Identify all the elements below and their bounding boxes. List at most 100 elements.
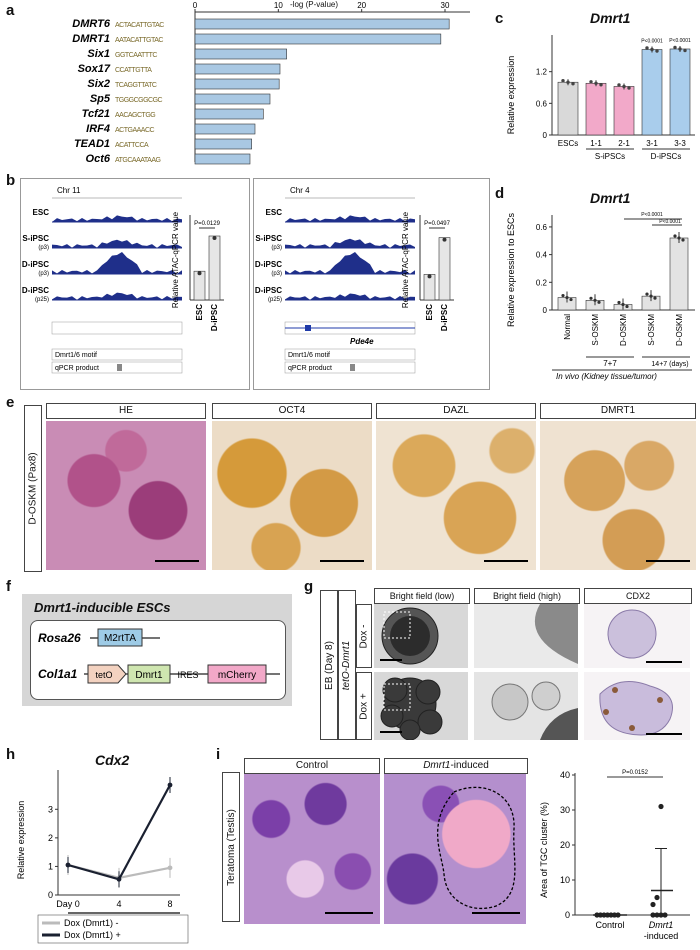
- zoom-box: [383, 683, 411, 711]
- bar: [613, 86, 635, 136]
- track-label: D-iPSC: [22, 286, 49, 295]
- category-label: S-OSKM: [647, 314, 656, 346]
- y-tick-label: 0: [543, 131, 548, 140]
- y-axis-label: Relative ATAC-qPCR value: [401, 211, 410, 308]
- panel-letter-e: e: [6, 394, 15, 411]
- panel-g-left-label2: tetO-Dmrt1: [338, 590, 356, 740]
- embryoid-body: [382, 677, 408, 703]
- track-label: S-iPSC: [255, 234, 282, 243]
- category-label: 3-1: [646, 139, 658, 148]
- panel-letter-b: b: [6, 172, 16, 189]
- bar: [193, 270, 206, 301]
- dmrt1-stain-image: [540, 421, 696, 570]
- track-sublabel: (p3): [271, 245, 282, 251]
- panel-letter-h: h: [6, 746, 16, 763]
- gene-track: [51, 321, 183, 335]
- data-point: [593, 298, 597, 302]
- y-tick-label: 2: [48, 833, 53, 843]
- control-teratoma-image: [244, 774, 380, 924]
- data-point: [673, 234, 677, 238]
- data-point: [681, 238, 685, 242]
- cyst-structure: [491, 683, 529, 721]
- motif-logo: ACATTCCA: [115, 142, 149, 149]
- data-point: [673, 45, 677, 50]
- motif-name: DMRT6: [72, 18, 111, 30]
- category-label: 1-1: [590, 139, 602, 148]
- cdx2-section: [599, 681, 673, 736]
- y-axis-label: Relative ATAC-qPCR value: [171, 211, 180, 308]
- motif-logo: TCAGGTTATC: [115, 82, 157, 89]
- motif-logo: AATACATTGTAC: [115, 37, 163, 44]
- bar: [194, 78, 280, 90]
- data-point: [622, 84, 626, 89]
- scale-bar: [320, 560, 364, 562]
- data-point: [589, 296, 593, 300]
- he-stain-image: [46, 421, 206, 570]
- bar: [194, 18, 450, 30]
- atac-track: [52, 252, 182, 274]
- data-point: [617, 83, 621, 87]
- bar: [194, 108, 264, 120]
- x-tick-label: 30: [441, 1, 450, 10]
- data-point: [599, 83, 603, 87]
- panel-b-locus1-frame: [20, 178, 250, 390]
- panel-i-col-control: Control: [244, 758, 380, 774]
- panel-g-col-cdx2: CDX2: [584, 588, 692, 604]
- panel-b-figure: Chr 11 ESC S-iPSC (p3) D-iPSC (p3) D-iPSC (p25)…: [22, 186, 454, 374]
- panel-g-col-bf-high: Bright field (high): [474, 588, 580, 604]
- motif-name: TEAD1: [74, 138, 110, 150]
- bar: [585, 82, 607, 136]
- ires-label: IRES: [177, 670, 198, 680]
- motif-track-label: Dmrt1/6 motif: [55, 352, 97, 359]
- atac-track: [52, 292, 182, 300]
- category-label: Dmrt1: [649, 920, 674, 930]
- bar: [194, 138, 252, 150]
- motif-logo: AACAGCTGG: [115, 112, 155, 119]
- panel-letter-i: i: [216, 746, 221, 763]
- bar: [669, 237, 689, 311]
- data-point: [561, 79, 565, 83]
- legend-label: Dox (Dmrt1) -: [64, 918, 119, 928]
- panel-a-chart: 0 10 20 30 DMRT6 ACTACATTGTAC DMRT1 AATACATTGTA…: [72, 1, 470, 165]
- data-point: [677, 236, 681, 240]
- panel-i-chart: Area of TGC cluster (%) 0 10 20 30 40 P=0.0152…: [539, 770, 690, 941]
- panel-f-inner-box: [30, 620, 286, 700]
- m2rtta-box: [97, 628, 143, 647]
- bar: [194, 93, 271, 105]
- data-point: [658, 803, 664, 810]
- panel-e-row-label: D-OSKM (Pax8): [24, 405, 42, 572]
- data-point: [571, 82, 575, 86]
- dazl-stain-image: [376, 421, 536, 570]
- p-value: P=0.0152: [622, 770, 649, 776]
- data-point: [645, 292, 649, 296]
- bar: [208, 235, 221, 301]
- motif-name: Six1: [87, 48, 110, 60]
- atac-track: [285, 238, 415, 248]
- panel-g-row-dox-plus: Dox +: [356, 672, 372, 740]
- y-axis-label: Relative expression: [16, 801, 26, 880]
- panel-e-col-oct4: OCT4: [212, 403, 372, 419]
- x-tick-label: 20: [357, 1, 366, 10]
- embryoid-body: [399, 719, 421, 740]
- p-value: P<0.0001: [641, 39, 663, 45]
- panel-e-col-dazl: DAZL: [376, 403, 536, 419]
- motif-name: DMRT1: [72, 33, 110, 45]
- motif-name: Six2: [87, 78, 110, 90]
- category-label: 2-1: [618, 139, 630, 148]
- qpcr-product: [117, 364, 122, 371]
- p-value: P=0.0497: [424, 221, 451, 227]
- y-tick-label: 20: [560, 840, 570, 850]
- motif-track: [51, 348, 183, 361]
- panel-c-title: Dmrt1: [590, 10, 631, 26]
- data-point: [569, 297, 573, 302]
- motif-name: Sp5: [90, 93, 111, 105]
- dmrt1-teratoma-image: [384, 774, 526, 924]
- bar: [194, 63, 281, 75]
- y-tick-label: 3: [48, 804, 53, 814]
- track-label: D-iPSC: [22, 260, 49, 269]
- motif-name: Sox17: [78, 63, 111, 75]
- x-tick-label: 4: [116, 899, 121, 909]
- panel-letter-g: g: [304, 578, 314, 595]
- data-point: [442, 237, 447, 242]
